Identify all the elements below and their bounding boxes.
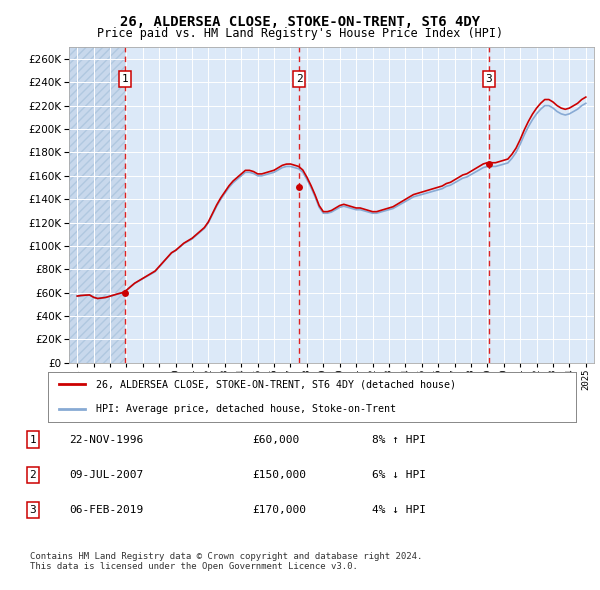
Text: Contains HM Land Registry data © Crown copyright and database right 2024.
This d: Contains HM Land Registry data © Crown c… [30,552,422,571]
Text: 6% ↓ HPI: 6% ↓ HPI [372,470,426,480]
Text: 22-NOV-1996: 22-NOV-1996 [69,435,143,444]
Text: 2: 2 [29,470,37,480]
Text: HPI: Average price, detached house, Stoke-on-Trent: HPI: Average price, detached house, Stok… [95,404,395,414]
Text: 3: 3 [29,506,37,515]
Text: 3: 3 [485,74,493,84]
Text: 26, ALDERSEA CLOSE, STOKE-ON-TRENT, ST6 4DY (detached house): 26, ALDERSEA CLOSE, STOKE-ON-TRENT, ST6 … [95,379,455,389]
Text: Price paid vs. HM Land Registry's House Price Index (HPI): Price paid vs. HM Land Registry's House … [97,27,503,40]
Text: £60,000: £60,000 [252,435,299,444]
Text: 8% ↑ HPI: 8% ↑ HPI [372,435,426,444]
Bar [69,47,125,363]
Text: 26, ALDERSEA CLOSE, STOKE-ON-TRENT, ST6 4DY: 26, ALDERSEA CLOSE, STOKE-ON-TRENT, ST6 … [120,15,480,30]
Text: 09-JUL-2007: 09-JUL-2007 [69,470,143,480]
Text: 1: 1 [29,435,37,444]
Text: 2: 2 [296,74,302,84]
Text: 1: 1 [121,74,128,84]
Text: £150,000: £150,000 [252,470,306,480]
Text: 06-FEB-2019: 06-FEB-2019 [69,506,143,515]
Text: £170,000: £170,000 [252,506,306,515]
Text: 4% ↓ HPI: 4% ↓ HPI [372,506,426,515]
